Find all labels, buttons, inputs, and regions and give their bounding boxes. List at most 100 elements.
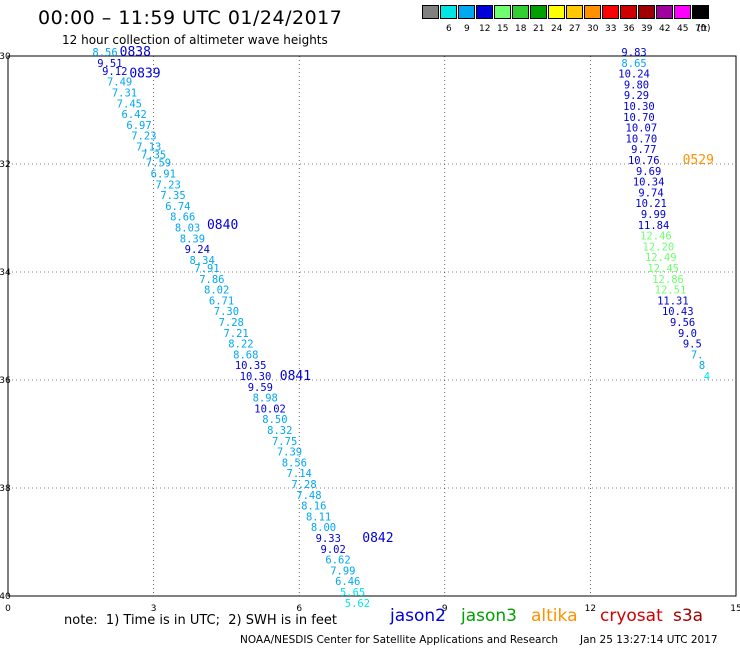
wave-height-value: 6.46 (335, 576, 360, 588)
wave-height-value: 10.76 (628, 155, 660, 167)
wave-height-value: 8.65 (621, 58, 646, 70)
wave-height-value: 8.50 (262, 414, 287, 426)
wave-height-value: 10.34 (633, 177, 665, 189)
legend-item-s3a: s3a (673, 606, 704, 626)
wave-height-value: 10.21 (635, 198, 667, 210)
wave-height-value: 10.02 (254, 403, 286, 415)
wave-height-value: 10.24 (618, 69, 650, 81)
scale-swatch (656, 5, 673, 19)
wave-height-value: 7.13 (136, 142, 161, 154)
pass-time-label: 0840 (207, 218, 238, 233)
wave-height-value: 7.28 (219, 317, 244, 329)
wave-height-value: 9.83 (621, 47, 646, 59)
wave-height-value: 6.71 (209, 295, 234, 307)
scale-label: 27 (569, 24, 581, 34)
pass-time-label: 0842 (362, 531, 393, 546)
scale-label: 36 (623, 24, 635, 34)
scale-swatch (512, 5, 529, 19)
wave-height-value: 9.0 (678, 328, 697, 340)
wave-height-value: 10.07 (626, 123, 658, 135)
y-tick-label: -40 (0, 592, 11, 602)
scale-label: 30 (587, 24, 599, 34)
scale-label: 6 (446, 24, 452, 34)
scale-label: 39 (641, 24, 653, 34)
scale-swatch (638, 5, 655, 19)
wave-height-value: 7.31 (112, 88, 137, 100)
wave-height-value: 8.00 (311, 522, 336, 534)
x-tick-label: 0 (5, 604, 11, 614)
page-subtitle: 12 hour collection of altimeter wave hei… (62, 33, 328, 47)
wave-height-value: 7.75 (272, 436, 297, 448)
generated-timestamp: Jan 25 13:27:14 UTC 2017 (580, 634, 718, 646)
wave-height-value: 7.23 (156, 179, 181, 191)
wave-height-value: 9.74 (638, 187, 663, 199)
scale-swatch (674, 5, 691, 19)
legend-item-jason3: jason3 (461, 606, 517, 626)
wave-height-value: 12.46 (640, 231, 672, 243)
wave-height-value: 9.5 (683, 339, 702, 351)
wave-height-value: 9.24 (185, 244, 210, 256)
wave-height-value: 7.21 (223, 328, 248, 340)
wave-height-value: 8.32 (267, 425, 292, 437)
wave-height-value: 9.56 (670, 317, 695, 329)
wave-height-value: 8.56 (92, 47, 117, 59)
wave-height-value: 9.80 (624, 79, 649, 91)
scale-swatch (458, 5, 475, 19)
wave-height-value: 7.45 (117, 98, 142, 110)
scale-swatch (548, 5, 565, 19)
wave-height-value: 7.48 (296, 490, 321, 502)
scale-label: 18 (515, 24, 527, 34)
wave-height-value: 12.86 (652, 274, 684, 286)
scale-label: 33 (605, 24, 617, 34)
wave-height-value: 7.14 (287, 468, 312, 480)
x-tick-label: 3 (151, 604, 157, 614)
credit-text: NOAA/NESDIS Center for Satellite Applica… (240, 634, 558, 646)
wave-height-value: 9.33 (316, 533, 341, 545)
pass-time-label: 0839 (129, 67, 160, 82)
scale-swatch (440, 5, 457, 19)
scale-swatch (566, 5, 583, 19)
wave-height-value: 8 (699, 360, 705, 372)
scale-label: 9 (464, 24, 470, 34)
wave-height-value: 8.11 (306, 511, 331, 523)
scale-swatch (494, 5, 511, 19)
wave-height-value: 8.02 (204, 285, 229, 297)
wave-height-value: 6.97 (126, 120, 151, 132)
wave-height-value: 10.30 (240, 371, 272, 383)
scale-swatch (602, 5, 619, 19)
wave-height-value: 9.51 (97, 58, 122, 70)
wave-height-value: 8.03 (175, 223, 200, 235)
scale-label: 15 (497, 24, 509, 34)
wave-height-value: 7.35 (160, 190, 185, 202)
scale-label: 42 (659, 24, 671, 34)
legend-item-jason2: jason2 (390, 606, 446, 626)
wave-height-value: 11.84 (638, 220, 670, 232)
wave-height-value: 7.99 (330, 565, 355, 577)
y-tick-label: -30 (0, 52, 11, 62)
scale-swatch (620, 5, 637, 19)
footer-note: note: 1) Time is in UTC; 2) SWH is in fe… (64, 613, 337, 628)
scale-swatch (530, 5, 547, 19)
page-title: 00:00 – 11:59 UTC 01/24/2017 (38, 7, 343, 29)
wave-height-value: 11.31 (657, 295, 689, 307)
pass-time-label: 0529 (683, 153, 714, 168)
x-tick-label: 9 (442, 604, 448, 614)
wave-height-value: 9.59 (248, 382, 273, 394)
wave-height-value: 8.66 (170, 212, 195, 224)
pass-time-label: 0841 (280, 369, 311, 384)
wave-height-value: 10.70 (623, 112, 655, 124)
wave-height-value: 12.49 (645, 252, 677, 264)
wave-height-value: 8.22 (228, 339, 253, 351)
wave-height-value: 6.62 (325, 555, 350, 567)
wave-height-value: 9.02 (321, 544, 346, 556)
wave-height-value: 7.23 (131, 131, 156, 143)
y-tick-label: -36 (0, 376, 11, 386)
wave-height-value: 5.65 (340, 587, 365, 599)
wave-height-value: 12.45 (647, 263, 679, 275)
wave-height-value: 12.20 (643, 241, 675, 253)
wave-height-value: 6.74 (165, 201, 190, 213)
x-tick-label: 6 (296, 604, 302, 614)
wave-height-value: 6.91 (151, 169, 176, 181)
wave-height-value: 9.29 (624, 90, 649, 102)
